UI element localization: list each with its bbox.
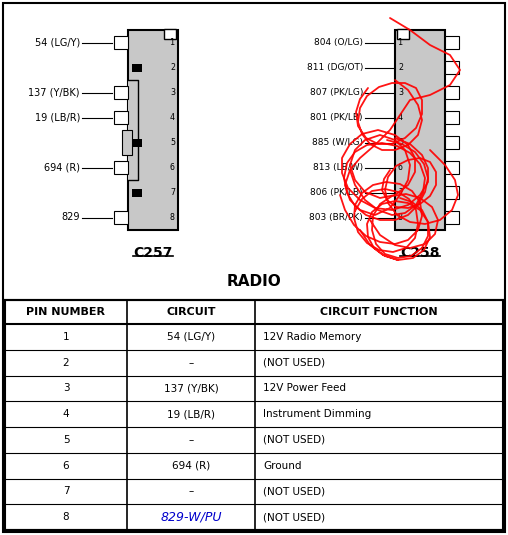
- Text: CIRCUIT FUNCTION: CIRCUIT FUNCTION: [320, 307, 438, 317]
- Text: –: –: [188, 486, 194, 496]
- Text: 4: 4: [170, 113, 175, 122]
- Text: 807 (PK/LG): 807 (PK/LG): [309, 88, 363, 97]
- Text: 3: 3: [170, 88, 175, 97]
- Text: 5: 5: [170, 138, 175, 147]
- Text: C258: C258: [400, 246, 440, 260]
- Text: 5: 5: [62, 435, 69, 445]
- Text: 6: 6: [170, 163, 175, 172]
- Bar: [114, 111, 128, 124]
- Text: 19 (LB/R): 19 (LB/R): [167, 409, 215, 419]
- Bar: [445, 161, 459, 174]
- Text: 19 (LB/R): 19 (LB/R): [35, 112, 80, 123]
- Text: 3: 3: [398, 88, 403, 97]
- Bar: [132, 64, 142, 72]
- Text: 137 (Y/BK): 137 (Y/BK): [28, 88, 80, 97]
- Bar: [128, 30, 178, 230]
- Text: RADIO: RADIO: [227, 274, 281, 289]
- Bar: [395, 30, 445, 230]
- Bar: [128, 80, 138, 180]
- Text: (NOT USED): (NOT USED): [263, 486, 325, 496]
- Text: (NOT USED): (NOT USED): [263, 512, 325, 522]
- Text: Instrument Dimming: Instrument Dimming: [263, 409, 371, 419]
- Text: 8: 8: [62, 512, 69, 522]
- Bar: [445, 211, 459, 224]
- Bar: [445, 36, 459, 49]
- Bar: [114, 161, 128, 174]
- Text: 54 (LG/Y): 54 (LG/Y): [35, 37, 80, 48]
- Text: 1: 1: [398, 38, 403, 47]
- Text: 694 (R): 694 (R): [44, 163, 80, 172]
- Text: 54 (LG/Y): 54 (LG/Y): [167, 332, 215, 342]
- Bar: [445, 186, 459, 198]
- Text: –: –: [188, 357, 194, 368]
- Bar: [445, 111, 459, 124]
- Bar: [122, 130, 132, 155]
- Text: 7: 7: [170, 188, 175, 197]
- Bar: [445, 86, 459, 99]
- Bar: [132, 139, 142, 147]
- Text: 6: 6: [398, 163, 403, 172]
- Text: 2: 2: [170, 63, 175, 72]
- Text: 2: 2: [398, 63, 403, 72]
- Text: 137 (Y/BK): 137 (Y/BK): [164, 384, 218, 393]
- Text: 4: 4: [398, 113, 403, 122]
- Text: 12V Power Feed: 12V Power Feed: [263, 384, 346, 393]
- Text: 804 (O/LG): 804 (O/LG): [314, 38, 363, 47]
- Text: 6: 6: [62, 461, 69, 471]
- Text: 2: 2: [62, 357, 69, 368]
- Text: 8: 8: [170, 213, 175, 222]
- Text: 8: 8: [398, 213, 403, 222]
- Text: C257: C257: [133, 246, 173, 260]
- Text: 1: 1: [170, 38, 175, 47]
- Text: 806 (PK/LB): 806 (PK/LB): [310, 188, 363, 197]
- Text: 801 (PK/LB): 801 (PK/LB): [310, 113, 363, 122]
- Text: 7: 7: [398, 188, 403, 197]
- Text: 829: 829: [61, 212, 80, 223]
- Text: 3: 3: [62, 384, 69, 393]
- Bar: [132, 188, 142, 196]
- Text: Ground: Ground: [263, 461, 302, 471]
- Text: 12V Radio Memory: 12V Radio Memory: [263, 332, 361, 342]
- Text: 829-W/PU: 829-W/PU: [160, 510, 222, 524]
- Text: 694 (R): 694 (R): [172, 461, 210, 471]
- Text: CIRCUIT: CIRCUIT: [166, 307, 216, 317]
- Bar: [445, 136, 459, 149]
- Text: 803 (BR/PK): 803 (BR/PK): [309, 213, 363, 222]
- Text: 5: 5: [398, 138, 403, 147]
- Text: –: –: [188, 435, 194, 445]
- Bar: [397, 29, 409, 39]
- Text: 811 (DG/OT): 811 (DG/OT): [307, 63, 363, 72]
- Bar: [445, 61, 459, 74]
- Text: 7: 7: [62, 486, 69, 496]
- Bar: [114, 86, 128, 99]
- Text: (NOT USED): (NOT USED): [263, 435, 325, 445]
- Text: 4: 4: [62, 409, 69, 419]
- Text: 813 (LB/W): 813 (LB/W): [313, 163, 363, 172]
- Bar: [5, 300, 503, 530]
- Bar: [114, 36, 128, 49]
- Text: PIN NUMBER: PIN NUMBER: [26, 307, 106, 317]
- Text: 1: 1: [62, 332, 69, 342]
- Bar: [114, 211, 128, 224]
- Text: (NOT USED): (NOT USED): [263, 357, 325, 368]
- Text: 885 (W/LG): 885 (W/LG): [312, 138, 363, 147]
- Bar: [164, 29, 176, 39]
